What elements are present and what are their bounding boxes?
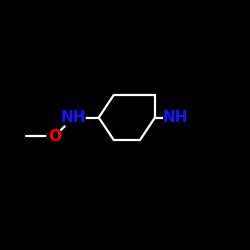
- Text: NH: NH: [61, 110, 86, 125]
- Circle shape: [164, 106, 186, 129]
- Text: NH: NH: [162, 110, 188, 125]
- Circle shape: [47, 129, 62, 144]
- Text: O: O: [48, 129, 61, 144]
- Circle shape: [62, 106, 85, 129]
